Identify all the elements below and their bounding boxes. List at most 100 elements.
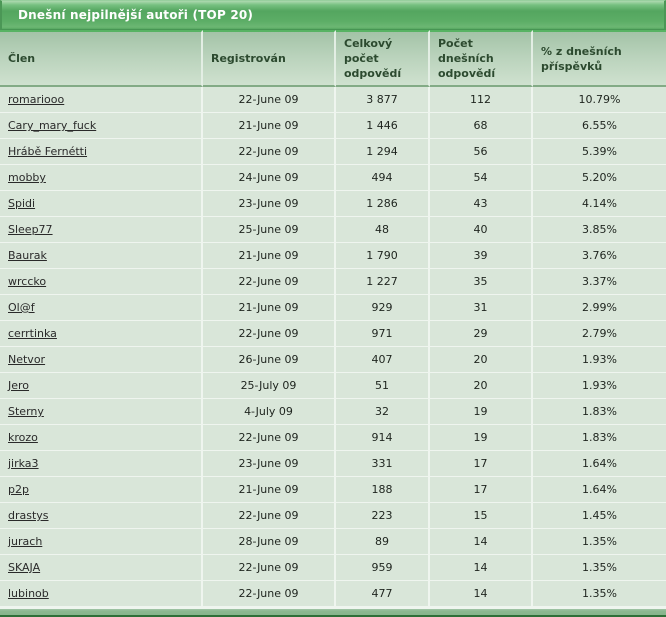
cell-today_replies: 17	[430, 477, 533, 503]
cell-today_replies: 14	[430, 555, 533, 581]
cell-percent_today: 5.39%	[533, 139, 666, 165]
cell-registered: 22-June 09	[203, 425, 336, 451]
table-row: Ol@f 21-June 09 929 31 2.99%	[0, 295, 666, 321]
member-link[interactable]: Sleep77	[8, 223, 53, 236]
cell-today_replies: 68	[430, 113, 533, 139]
cell-percent_today: 1.93%	[533, 347, 666, 373]
cell-percent_today: 3.85%	[533, 217, 666, 243]
cell-member: Cary_mary_fuck	[0, 113, 203, 139]
cell-total_replies: 929	[336, 295, 430, 321]
member-link[interactable]: mobby	[8, 171, 46, 184]
cell-total_replies: 223	[336, 503, 430, 529]
table-row: jurach 28-June 09 89 14 1.35%	[0, 529, 666, 555]
cell-member: romariooo	[0, 87, 203, 113]
cell-percent_today: 3.37%	[533, 269, 666, 295]
cell-member: SKAJA	[0, 555, 203, 581]
cell-total_replies: 89	[336, 529, 430, 555]
member-link[interactable]: Spidi	[8, 197, 36, 210]
cell-today_replies: 56	[430, 139, 533, 165]
cell-percent_today: 2.79%	[533, 321, 666, 347]
cell-today_replies: 54	[430, 165, 533, 191]
member-link[interactable]: SKAJA	[8, 561, 41, 574]
table-body: romariooo 22-June 09 3 877 112 10.79% Cary_ma…	[0, 87, 666, 607]
cell-percent_today: 1.93%	[533, 373, 666, 399]
cell-total_replies: 971	[336, 321, 430, 347]
member-link[interactable]: krozo	[8, 431, 38, 444]
cell-registered: 21-June 09	[203, 295, 336, 321]
cell-member: Hrábě Fernétti	[0, 139, 203, 165]
cell-registered: 21-June 09	[203, 243, 336, 269]
table-row: Hrábě Fernétti 22-June 09 1 294 56 5.39%	[0, 139, 666, 165]
table-row: Cary_mary_fuck 21-June 09 1 446 68 6.55%	[0, 113, 666, 139]
widget-footer-bar	[0, 607, 666, 617]
table-row: mobby 24-June 09 494 54 5.20%	[0, 165, 666, 191]
member-link[interactable]: jurach	[8, 535, 43, 548]
cell-today_replies: 14	[430, 581, 533, 607]
cell-percent_today: 2.99%	[533, 295, 666, 321]
member-link[interactable]: romariooo	[8, 93, 65, 106]
cell-percent_today: 1.35%	[533, 581, 666, 607]
cell-registered: 25-July 09	[203, 373, 336, 399]
member-link[interactable]: Baurak	[8, 249, 47, 262]
cell-total_replies: 331	[336, 451, 430, 477]
member-link[interactable]: lubinob	[8, 587, 49, 600]
cell-percent_today: 1.64%	[533, 477, 666, 503]
member-link[interactable]: Cary_mary_fuck	[8, 119, 97, 132]
cell-member: p2p	[0, 477, 203, 503]
member-link[interactable]: Netvor	[8, 353, 46, 366]
cell-registered: 22-June 09	[203, 269, 336, 295]
cell-today_replies: 39	[430, 243, 533, 269]
cell-total_replies: 51	[336, 373, 430, 399]
table-row: Sterny 4-July 09 32 19 1.83%	[0, 399, 666, 425]
table-row: Baurak 21-June 09 1 790 39 3.76%	[0, 243, 666, 269]
cell-today_replies: 31	[430, 295, 533, 321]
cell-member: jurach	[0, 529, 203, 555]
cell-member: Sterny	[0, 399, 203, 425]
member-link[interactable]: jirka3	[8, 457, 39, 470]
member-link[interactable]: Sterny	[8, 405, 44, 418]
table-row: krozo 22-June 09 914 19 1.83%	[0, 425, 666, 451]
cell-today_replies: 19	[430, 399, 533, 425]
cell-member: Spidi	[0, 191, 203, 217]
widget-title-bar: Dnešní nejpilnější autoři (TOP 20)	[0, 0, 666, 30]
cell-registered: 22-June 09	[203, 503, 336, 529]
cell-total_replies: 1 294	[336, 139, 430, 165]
table-row: romariooo 22-June 09 3 877 112 10.79%	[0, 87, 666, 113]
cell-total_replies: 48	[336, 217, 430, 243]
cell-today_replies: 35	[430, 269, 533, 295]
cell-percent_today: 5.20%	[533, 165, 666, 191]
cell-total_replies: 477	[336, 581, 430, 607]
member-link[interactable]: Ol@f	[8, 301, 35, 314]
table-row: p2p 21-June 09 188 17 1.64%	[0, 477, 666, 503]
cell-registered: 22-June 09	[203, 87, 336, 113]
table-row: lubinob 22-June 09 477 14 1.35%	[0, 581, 666, 607]
member-link[interactable]: Jero	[8, 379, 30, 392]
cell-today_replies: 29	[430, 321, 533, 347]
cell-member: lubinob	[0, 581, 203, 607]
table-row: Spidi 23-June 09 1 286 43 4.14%	[0, 191, 666, 217]
cell-today_replies: 15	[430, 503, 533, 529]
cell-percent_today: 1.45%	[533, 503, 666, 529]
cell-percent_today: 3.76%	[533, 243, 666, 269]
cell-total_replies: 1 286	[336, 191, 430, 217]
member-link[interactable]: cerrtinka	[8, 327, 57, 340]
cell-registered: 21-June 09	[203, 477, 336, 503]
table-row: jirka3 23-June 09 331 17 1.64%	[0, 451, 666, 477]
cell-registered: 22-June 09	[203, 555, 336, 581]
cell-total_replies: 494	[336, 165, 430, 191]
member-link[interactable]: wrccko	[8, 275, 47, 288]
member-link[interactable]: drastys	[8, 509, 49, 522]
cell-registered: 28-June 09	[203, 529, 336, 555]
member-link[interactable]: Hrábě Fernétti	[8, 145, 88, 158]
cell-member: Jero	[0, 373, 203, 399]
cell-member: jirka3	[0, 451, 203, 477]
cell-today_replies: 20	[430, 373, 533, 399]
column-header-registered: Registrován	[203, 30, 336, 87]
cell-registered: 23-June 09	[203, 451, 336, 477]
cell-percent_today: 4.14%	[533, 191, 666, 217]
cell-today_replies: 40	[430, 217, 533, 243]
authors-table: Člen Registrován Celkový počet odpovědí …	[0, 30, 666, 607]
column-header-member: Člen	[0, 30, 203, 87]
cell-percent_today: 10.79%	[533, 87, 666, 113]
member-link[interactable]: p2p	[8, 483, 29, 496]
